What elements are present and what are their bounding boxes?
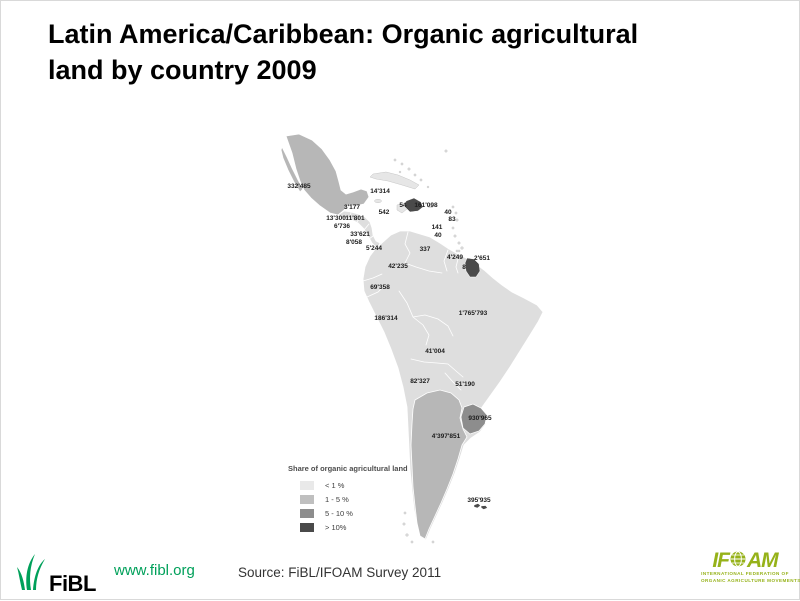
label-belize: 3'177 bbox=[344, 204, 360, 211]
label-chile: 82'327 bbox=[410, 378, 430, 385]
country-uruguay bbox=[460, 403, 488, 435]
slide-title: Latin America/Caribbean: Organic agricul… bbox=[48, 17, 758, 88]
fibl-grass-icon bbox=[15, 552, 47, 597]
label-antilles-4: 40 bbox=[434, 232, 442, 239]
label-uruguay: 930'965 bbox=[468, 415, 492, 422]
legend-row-5-10: 5 - 10 % bbox=[288, 506, 408, 520]
label-nicaragua: 33'621 bbox=[350, 231, 370, 238]
country-mexico bbox=[285, 133, 370, 216]
legend-label-5-10: 5 - 10 % bbox=[325, 508, 353, 518]
legend-row-gt10: > 10% bbox=[288, 520, 408, 534]
label-el-salvador: 6'736 bbox=[334, 223, 350, 230]
slide-title-line2: land by country 2009 bbox=[48, 54, 317, 85]
slide-title-line1: Latin America/Caribbean: Organic agricul… bbox=[48, 19, 639, 49]
label-jamaica: 542 bbox=[379, 209, 390, 216]
legend-row-lt1: < 1 % bbox=[288, 478, 408, 492]
central-america-borders bbox=[349, 211, 381, 249]
country-argentina bbox=[410, 389, 468, 540]
legend-title: Share of organic agricultural land bbox=[288, 464, 408, 473]
chile-archipelago bbox=[402, 511, 435, 544]
country-french-guiana bbox=[464, 257, 481, 278]
ifoam-logo: IF AM INTERNATIONAL FEDERATION OF ORGANI… bbox=[701, 550, 800, 585]
legend-label-1-5: 1 - 5 % bbox=[325, 494, 349, 504]
fibl-url-link[interactable]: www.fibl.org bbox=[114, 562, 195, 579]
label-haiti: 54 bbox=[399, 202, 407, 209]
fibl-logo: FiBL bbox=[15, 552, 96, 597]
ifoam-subtitle-2: ORGANIC AGRICULTURE MOVEMENTS bbox=[701, 577, 800, 583]
south-america-borders bbox=[362, 231, 464, 391]
legend-label-gt10: > 10% bbox=[325, 522, 347, 532]
legend-label-lt1: < 1 % bbox=[325, 480, 345, 490]
label-french-guiana: 2'651 bbox=[474, 255, 490, 262]
globe-icon bbox=[730, 550, 746, 571]
map-legend: Share of organic agricultural land < 1 %… bbox=[288, 464, 408, 534]
label-dominican-republic: 161'098 bbox=[414, 202, 438, 209]
country-puerto-rico bbox=[427, 204, 434, 208]
label-falkland-islands: 395'935 bbox=[467, 497, 491, 504]
label-guatemala: 13'300 bbox=[326, 215, 346, 222]
label-peru: 186'314 bbox=[374, 315, 398, 322]
legend-swatch-1-5 bbox=[300, 494, 314, 504]
country-haiti bbox=[396, 202, 408, 214]
label-suriname: 8 bbox=[462, 264, 466, 271]
label-mexico: 332'485 bbox=[287, 183, 311, 190]
legend-swatch-5-10 bbox=[300, 508, 314, 518]
label-venezuela: 337 bbox=[420, 246, 431, 253]
label-brazil: 1'765'793 bbox=[459, 310, 488, 317]
label-antilles-2: 83 bbox=[448, 216, 456, 223]
country-cuba bbox=[369, 171, 420, 190]
label-honduras: 11'801 bbox=[345, 215, 365, 222]
country-dominican-republic bbox=[404, 197, 424, 213]
country-mexico-baja bbox=[280, 145, 304, 193]
bahamas-islands bbox=[393, 149, 448, 189]
label-paraguay: 51'190 bbox=[455, 381, 475, 388]
label-cuba: 14'314 bbox=[370, 188, 390, 195]
ifoam-text-left: IF bbox=[712, 549, 730, 572]
fibl-logo-text: FiBL bbox=[49, 571, 96, 596]
label-guyana: 4'249 bbox=[447, 254, 463, 261]
label-panama: 5'244 bbox=[366, 245, 382, 252]
ifoam-text-right: AM bbox=[747, 549, 779, 572]
ifoam-wordmark: IF AM bbox=[701, 550, 789, 571]
label-colombia: 42'235 bbox=[388, 263, 408, 270]
label-antilles-1: 40 bbox=[444, 209, 452, 216]
label-ecuador: 69'358 bbox=[370, 284, 390, 291]
ifoam-subtitle-1: INTERNATIONAL FEDERATION OF bbox=[701, 571, 789, 576]
falkland-islands bbox=[473, 503, 488, 510]
country-jamaica bbox=[374, 199, 382, 203]
label-bolivia: 41'004 bbox=[425, 348, 445, 355]
legend-swatch-gt10 bbox=[300, 522, 314, 532]
legend-swatch-lt1 bbox=[300, 480, 314, 490]
label-costa-rica: 8'058 bbox=[346, 239, 362, 246]
label-argentina: 4'397'851 bbox=[432, 433, 461, 440]
legend-row-1-5: 1 - 5 % bbox=[288, 492, 408, 506]
label-antilles-3: 141 bbox=[432, 224, 443, 231]
source-text: Source: FiBL/IFOAM Survey 2011 bbox=[238, 565, 442, 580]
